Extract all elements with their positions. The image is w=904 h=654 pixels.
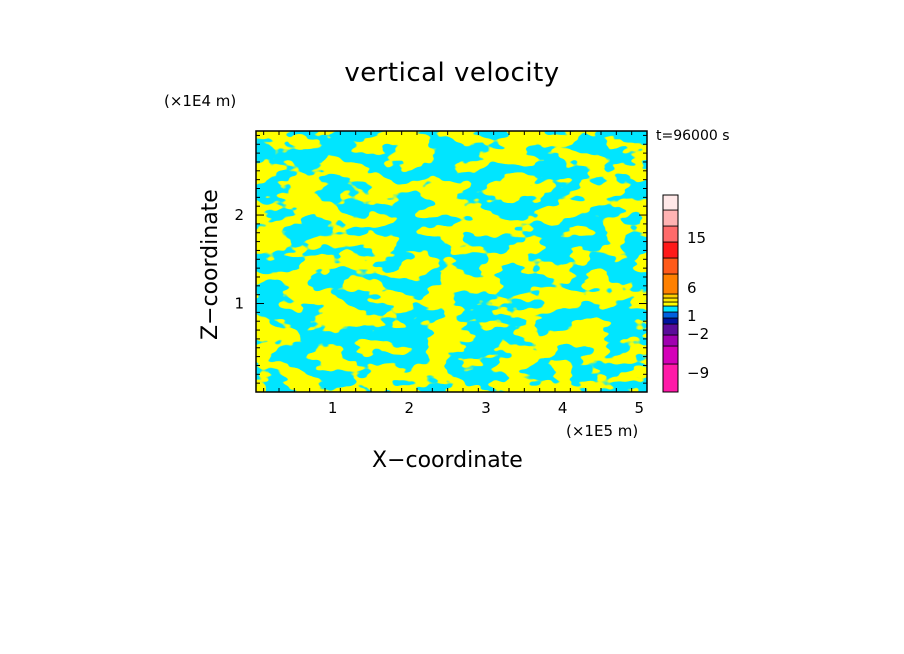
colorbar-tick-label: −2 [687, 325, 709, 343]
colorbar-frame [662, 194, 679, 393]
colorbar: 15 6 1−2 −9 [662, 194, 709, 393]
x-axis-unit: (×1E5 m) [566, 422, 639, 440]
colorbar-swatch [662, 363, 679, 393]
chart-title: vertical velocity [344, 58, 560, 88]
colorbar-swatch [662, 273, 679, 295]
colorbar-swatch [662, 293, 679, 299]
colorbar-tick-label: 1 [687, 307, 697, 325]
colorbar-swatch [662, 301, 679, 307]
x-axis: 1 2 3 4 5 [263, 131, 645, 417]
colorbar-swatch [662, 257, 679, 275]
velocity-field [256, 131, 647, 392]
z-tick-label: 1 [234, 295, 244, 313]
colorbar-tick-label: 6 [687, 279, 697, 297]
colorbar-tick-label: 15 [687, 229, 706, 247]
colorbar-swatch [662, 297, 679, 303]
z-axis-unit: (×1E4 m) [164, 92, 237, 110]
x-tick-label: 3 [481, 399, 491, 417]
colorbar-swatch [662, 194, 679, 211]
time-label: t=96000 s [656, 128, 730, 144]
colorbar-swatch [662, 241, 679, 259]
x-tick-label: 5 [635, 399, 645, 417]
negative-region [256, 131, 647, 392]
colorbar-swatch [662, 225, 679, 243]
x-tick-label: 4 [558, 399, 568, 417]
colorbar-swatch [662, 323, 679, 336]
colorbar-swatch [662, 311, 679, 319]
plot-frame [255, 130, 648, 393]
colorbar-swatch [662, 334, 679, 347]
colorbar-swatch [662, 317, 679, 325]
colorbar-swatch [662, 209, 679, 227]
colorbar-swatch [662, 305, 679, 313]
colorbar-tick-label: −9 [687, 364, 709, 382]
z-tick-label: 2 [234, 206, 244, 224]
x-axis-label: X−coordinate [372, 448, 523, 473]
x-tick-label: 1 [328, 399, 338, 417]
colorbar-swatch [662, 345, 679, 365]
z-axis: 12 [234, 134, 647, 384]
x-tick-label: 2 [405, 399, 415, 417]
